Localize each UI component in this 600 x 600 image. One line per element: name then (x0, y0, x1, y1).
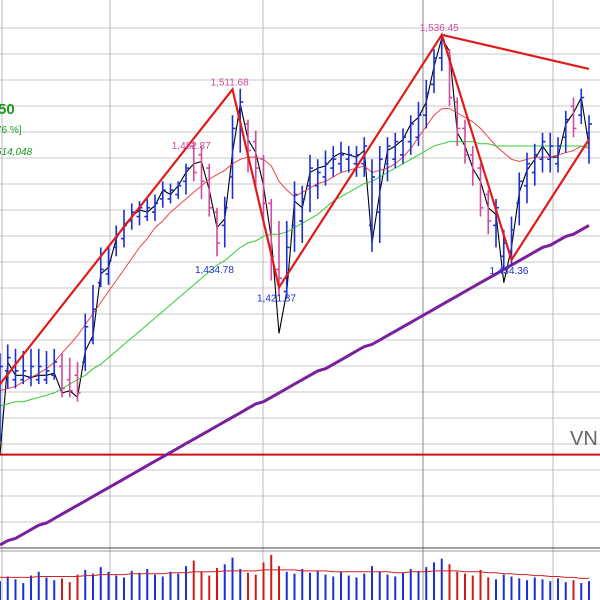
ohlc-bar (454, 97, 461, 147)
price-annotation: 1,511.68 (211, 77, 250, 88)
ohlc-bar (338, 141, 344, 173)
ohlc-bar (82, 313, 89, 371)
ohlc-bar (407, 115, 414, 155)
header-price: 50 (0, 101, 15, 118)
ohlc-bar (384, 137, 391, 182)
price-annotation: 1,536.45 (420, 23, 459, 34)
ohlc-bar (229, 115, 236, 199)
ohlc-bar (28, 348, 34, 387)
ma_long-line (0, 224, 590, 547)
ohlc-bar (59, 353, 65, 398)
ohlc-bar (485, 190, 492, 235)
ohlc-bar (322, 150, 329, 186)
ohlc-bar (330, 146, 337, 177)
ohlc-bar (376, 146, 383, 244)
ohlc-bar (97, 247, 104, 288)
ohlc-bar (252, 130, 259, 186)
volume-ma-line (0, 569, 589, 579)
price-annotation: 1,434.78 (195, 265, 234, 276)
ohlc-bar (462, 119, 468, 164)
ohlc-bar (431, 49, 437, 94)
ohlc-bar (221, 196, 228, 248)
ohlc-bar (152, 194, 158, 221)
ohlc-bar (307, 154, 313, 213)
ohlc-bar (299, 185, 306, 244)
ohlc-bar (291, 181, 298, 252)
trend-lines (0, 32, 590, 385)
ohlc-bar (105, 247, 112, 285)
header-change: 76 %] (0, 125, 22, 136)
ohlc-bar (415, 101, 422, 147)
ohlc-bar (555, 137, 561, 173)
trend-line (441, 33, 590, 70)
ohlc-bar (547, 132, 554, 173)
ohlc-bar (159, 181, 166, 208)
ohlc-bar (578, 88, 585, 125)
ohlc-bar (345, 146, 352, 173)
volume-panel (0, 554, 590, 600)
ohlc-bar (524, 152, 530, 204)
ohlc-bar (12, 348, 19, 389)
ohlc-bar (570, 97, 577, 138)
ohlc-bar (167, 183, 174, 204)
ohlc-bar (283, 220, 290, 299)
ohlc-bar (43, 351, 50, 385)
ohlc-bar (206, 163, 213, 217)
ohlc-bar (392, 132, 399, 169)
ohlc-bar (20, 351, 27, 385)
ohlc-bar (245, 119, 251, 173)
ohlc-bar (198, 146, 205, 199)
symbol-watermark: VN (570, 428, 598, 450)
ohlc-bar (190, 141, 197, 182)
ohlc-bar (66, 357, 73, 398)
ohlc-bar (539, 132, 546, 173)
ohlc-bar (74, 362, 81, 402)
price-annotation: 1,434.36 (490, 266, 529, 277)
ohlc-bar (144, 198, 151, 221)
ohlc-bar (369, 159, 375, 252)
ohlc-bar (516, 172, 523, 226)
ohlc-bar (4, 344, 11, 389)
price-annotation: 1,421.87 (257, 293, 296, 304)
ohlc-bar (469, 146, 476, 186)
ohlc-bar (400, 128, 406, 164)
ohlc-bar (175, 181, 182, 199)
ohlc-bar (35, 348, 42, 385)
ohlc-bar (477, 163, 484, 217)
ohlc-bar (183, 163, 189, 195)
ohlc-bar (562, 110, 569, 153)
price-annotations: 1,511.68 1,482.87 1,434.78 1,421.87 1,536.45… (172, 23, 529, 305)
header-volume: 514,048 (0, 147, 33, 158)
ohlc-bar (90, 284, 96, 345)
indicator-lines (0, 36, 590, 547)
trend-line (0, 32, 590, 385)
ohlc-bars (0, 33, 592, 442)
ohlc-bar (0, 353, 3, 442)
ohlc-bar (423, 79, 430, 129)
price-annotation: 1,482.87 (172, 141, 211, 152)
ohlc-bar (51, 348, 58, 380)
ohlc-bar (314, 159, 321, 199)
ohlc-bar (531, 143, 538, 186)
ohlc-bar (214, 207, 220, 257)
ohlc-bar (353, 146, 360, 177)
ohlc-bar (260, 154, 267, 221)
